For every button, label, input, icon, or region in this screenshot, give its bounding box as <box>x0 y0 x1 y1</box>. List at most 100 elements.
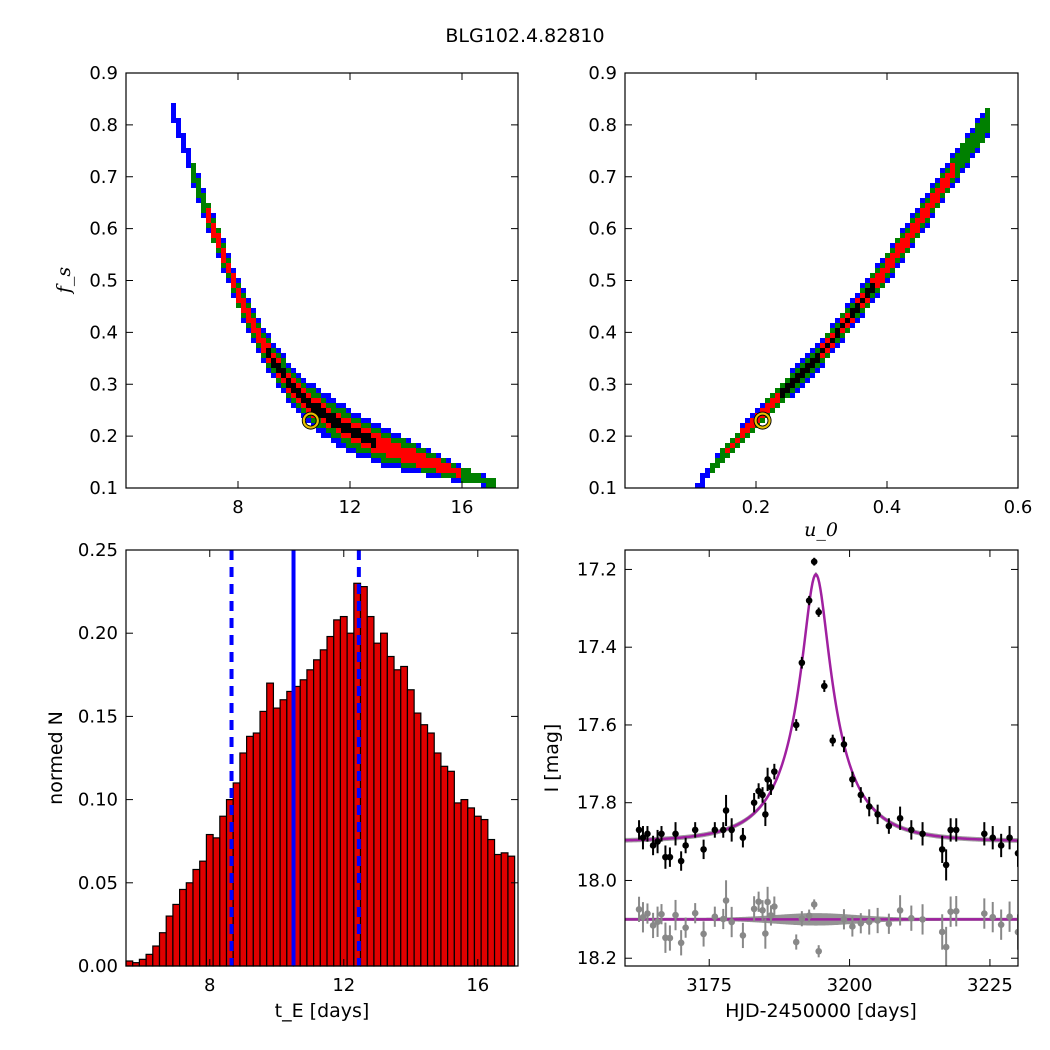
te-fs-cell-blue <box>436 453 441 458</box>
te-fs-cell-black <box>286 378 291 383</box>
u0-fs-cell-blue <box>795 363 800 368</box>
te-fs-cell-red <box>206 218 211 223</box>
u0-fs-cell-red <box>925 213 930 218</box>
te-fs-cell-blue <box>186 158 191 163</box>
te-fs-cell-red <box>391 443 396 448</box>
histogram-bar <box>239 752 248 967</box>
te-fs-cell-green <box>221 243 226 248</box>
te-fs-cell-green <box>461 478 466 483</box>
u0-fs-cell-green <box>965 158 970 163</box>
te-fs-cell-red <box>346 418 351 423</box>
te-fs-cell-red <box>326 408 331 413</box>
u0-fs-cell-blue <box>920 198 925 203</box>
u0-fs-cell-blue <box>965 133 970 138</box>
data-point <box>739 834 747 842</box>
te-fs-cell-blue <box>371 423 376 428</box>
te-fs-cell-blue <box>231 268 236 273</box>
te-fs-cell-blue <box>316 388 321 393</box>
data-point <box>722 807 730 814</box>
te-fs-cell-green <box>261 333 266 338</box>
histogram-bar <box>460 798 469 967</box>
u0-fs-cell-blue <box>965 163 970 168</box>
te-fs-cell-blue <box>256 318 261 323</box>
te-fs-cell-black <box>321 408 326 413</box>
te-fs-ytick-label: 0.6 <box>89 219 118 240</box>
te-fs-cell-green <box>441 473 446 478</box>
te-fs-cell-blue <box>481 473 486 478</box>
u0-fs-cell-green <box>955 153 960 158</box>
u0-fs-cell-red <box>765 403 770 408</box>
residual-point <box>691 909 699 917</box>
te-fs-cell-red <box>256 333 261 338</box>
te-fs-cell-red <box>406 458 411 463</box>
u0-fs-cell-green <box>725 443 730 448</box>
te-fs-cell-green <box>191 163 196 168</box>
te-fs-cell-blue <box>381 463 386 468</box>
u0-fs-cell-green <box>960 153 965 158</box>
te-fs-cell-blue <box>361 418 366 423</box>
residual-point <box>792 938 800 946</box>
te-fs-cell-blue <box>171 113 176 118</box>
u0-fs-cell-black <box>815 353 820 358</box>
u0-fs-ytick-label: 0.3 <box>588 374 617 395</box>
data-point <box>981 830 988 838</box>
te-fs-cell-red <box>256 328 261 333</box>
te-hist-xtick-label: 12 <box>332 975 355 996</box>
panel-te-histogram: 8 12 16 0.00 0.05 0.10 0.15 0.20 0.25 t_E [days]… <box>45 540 519 1022</box>
te-fs-cell-green <box>201 193 206 198</box>
te-fs-cell-red <box>366 428 371 433</box>
data-point <box>771 768 778 775</box>
u0-fs-cell-green <box>895 238 900 243</box>
te-fs-cell-blue <box>286 363 291 368</box>
u0-fs-cell-green <box>780 383 785 388</box>
te-fs-cell-blue <box>411 468 416 473</box>
u0-fs-cell-red <box>860 303 865 308</box>
te-fs-cell-green <box>191 168 196 173</box>
u0-fs-cell-blue <box>865 278 870 283</box>
te-fs-cell-green <box>476 478 481 483</box>
histogram-bar <box>199 860 208 967</box>
u0-fs-cell-blue <box>870 298 875 303</box>
data-point <box>719 826 727 834</box>
lightcurve-ticks: 3175 3200 3225 17.2 17.4 17.6 17.8 18.0 18.2 <box>577 550 1018 996</box>
u0-fs-cell-blue <box>905 223 910 228</box>
te-histogram-ticks: 8 12 16 0.00 0.05 0.10 0.15 0.20 0.25 <box>78 540 518 996</box>
u0-fs-cell-green <box>975 143 980 148</box>
u0-fs-cell-red <box>945 173 950 178</box>
u0-fs-cell-green <box>840 313 845 318</box>
te-fs-cell-green <box>386 433 391 438</box>
te-fs-cell-red <box>256 338 261 343</box>
te-fs-cell-blue <box>401 468 406 473</box>
u0-fs-cell-red <box>875 283 880 288</box>
u0-fs-cell-red <box>910 233 915 238</box>
te-fs-cell-blue <box>431 473 436 478</box>
te-fs-cell-black <box>366 438 371 443</box>
u0-fs-cell-blue <box>885 278 890 283</box>
te-fs-cell-blue <box>406 468 411 473</box>
u0-fs-cell-green <box>795 383 800 388</box>
te-fs-cell-black <box>286 383 291 388</box>
histogram-bar <box>473 815 482 967</box>
u0-fs-cell-green <box>785 378 790 383</box>
u0-fs-cell-blue <box>820 363 825 368</box>
u0-fs-cell-blue <box>750 413 755 418</box>
u0-fs-cell-green <box>845 328 850 333</box>
u0-fs-cell-green <box>795 368 800 373</box>
u0-fs-cell-green <box>710 463 715 468</box>
te-fs-cell-green <box>266 363 271 368</box>
u0-fs-cell-red <box>895 253 900 258</box>
te-fs-cell-black <box>281 373 286 378</box>
te-fs-cell-red <box>261 338 266 343</box>
residual-point <box>908 914 915 922</box>
u0-fs-ytick-label: 0.1 <box>588 478 617 499</box>
lightcurve-ytick-label: 17.6 <box>577 715 617 736</box>
te-fs-cell-blue <box>416 443 421 448</box>
residual-point <box>874 917 881 924</box>
te-fs-cell-green <box>381 433 386 438</box>
u0-fs-cell-blue <box>880 258 885 263</box>
te-fs-cell-red <box>391 448 396 453</box>
te-fs-cell-red <box>431 458 436 463</box>
u0-fs-cell-black <box>865 288 870 293</box>
residual-point <box>857 919 865 927</box>
u0-fs-cell-red <box>900 238 905 243</box>
